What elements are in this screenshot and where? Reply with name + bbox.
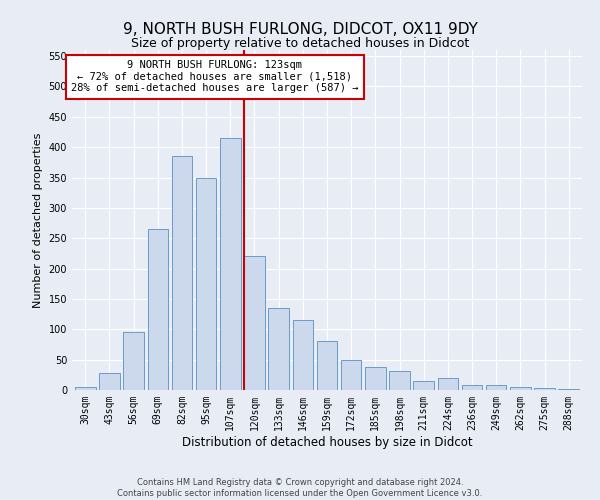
Bar xyxy=(124,332,144,390)
Bar xyxy=(365,367,386,390)
Bar xyxy=(510,387,530,390)
Bar xyxy=(437,378,458,390)
Bar xyxy=(317,342,337,390)
Bar xyxy=(413,381,434,390)
Bar xyxy=(268,308,289,390)
Bar xyxy=(148,229,168,390)
Bar xyxy=(341,360,361,390)
Text: 9 NORTH BUSH FURLONG: 123sqm
← 72% of detached houses are smaller (1,518)
28% of: 9 NORTH BUSH FURLONG: 123sqm ← 72% of de… xyxy=(71,60,359,94)
Bar xyxy=(172,156,192,390)
Bar xyxy=(534,388,555,390)
Text: Contains HM Land Registry data © Crown copyright and database right 2024.
Contai: Contains HM Land Registry data © Crown c… xyxy=(118,478,482,498)
Bar xyxy=(389,370,410,390)
Bar xyxy=(244,256,265,390)
X-axis label: Distribution of detached houses by size in Didcot: Distribution of detached houses by size … xyxy=(182,436,472,448)
Bar xyxy=(99,373,120,390)
Bar xyxy=(293,320,313,390)
Text: Size of property relative to detached houses in Didcot: Size of property relative to detached ho… xyxy=(131,38,469,51)
Bar xyxy=(196,178,217,390)
Y-axis label: Number of detached properties: Number of detached properties xyxy=(33,132,43,308)
Bar xyxy=(486,385,506,390)
Bar xyxy=(220,138,241,390)
Text: 9, NORTH BUSH FURLONG, DIDCOT, OX11 9DY: 9, NORTH BUSH FURLONG, DIDCOT, OX11 9DY xyxy=(122,22,478,38)
Bar xyxy=(75,387,95,390)
Bar xyxy=(559,389,579,390)
Bar xyxy=(462,385,482,390)
